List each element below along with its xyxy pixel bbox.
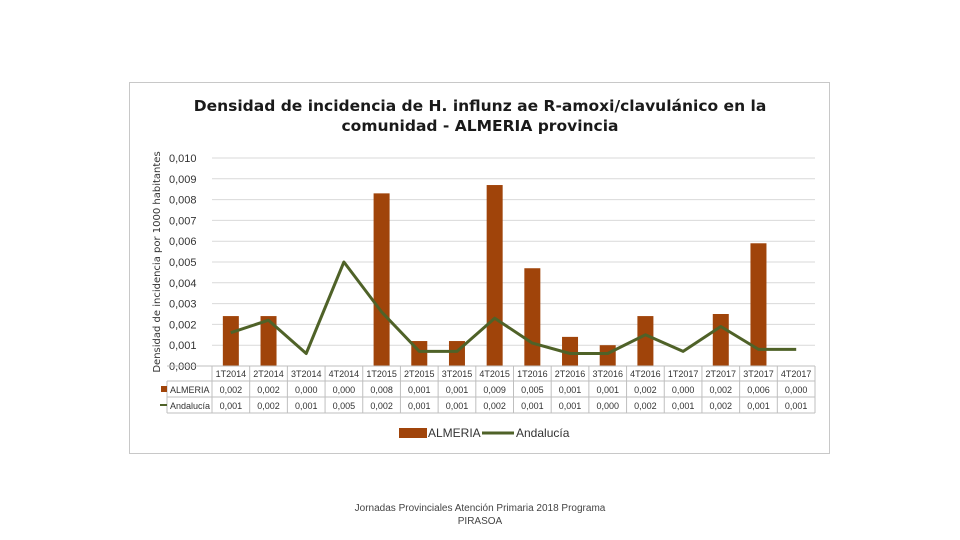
y-tick-label: 0,005 — [169, 257, 197, 269]
table-cell-almeria: 0,006 — [747, 385, 770, 395]
table-cell-andalucia: 0,001 — [220, 401, 243, 411]
x-tick-label: 2T2016 — [555, 369, 586, 379]
bar-almeria — [524, 268, 541, 366]
bar-almeria — [260, 316, 277, 366]
table-cell-almeria: 0,001 — [446, 385, 469, 395]
x-tick-label: 2T2014 — [253, 369, 284, 379]
x-tick-label: 3T2015 — [442, 369, 473, 379]
table-cell-andalucia: 0,000 — [596, 401, 619, 411]
table-legend-key-almeria — [161, 386, 167, 392]
chart-title-line-1: Densidad de incidencia de H. influnz ae … — [193, 97, 767, 115]
table-cell-andalucia: 0,002 — [370, 401, 393, 411]
y-tick-label: 0,006 — [169, 236, 197, 248]
chart-title: Densidad de incidencia de H. influnz ae … — [130, 96, 830, 136]
table-row-header-andalucia: Andalucía — [170, 401, 210, 411]
x-tick-label: 4T2015 — [479, 369, 510, 379]
line-andalucia — [230, 260, 797, 355]
table-cell-almeria: 0,001 — [408, 385, 431, 395]
table-cell-almeria: 0,001 — [559, 385, 582, 395]
y-tick-label: 0,007 — [169, 215, 197, 227]
legend-label-andalucia: Andalucía — [516, 426, 570, 440]
table-cell-andalucia: 0,002 — [483, 401, 506, 411]
table-cell-almeria: 0,000 — [785, 385, 808, 395]
table-cell-andalucia: 0,001 — [408, 401, 431, 411]
table-cell-andalucia: 0,001 — [559, 401, 582, 411]
table-cell-andalucia: 0,002 — [634, 401, 657, 411]
table-cell-almeria: 0,008 — [370, 385, 393, 395]
legend-swatch-almeria — [399, 428, 427, 438]
bar-almeria — [599, 345, 616, 366]
x-tick-label: 1T2014 — [216, 369, 247, 379]
x-tick-label: 1T2015 — [366, 369, 397, 379]
y-tick-label: 0,009 — [169, 174, 197, 186]
y-tick-label: 0,000 — [169, 361, 197, 373]
table-cell-almeria: 0,000 — [333, 385, 356, 395]
table-cell-andalucia: 0,002 — [257, 401, 280, 411]
bar-almeria — [712, 314, 729, 366]
table-cell-almeria: 0,002 — [257, 385, 280, 395]
y-tick-label: 0,001 — [169, 340, 197, 352]
table-cell-andalucia: 0,001 — [521, 401, 544, 411]
bar-almeria — [750, 243, 767, 366]
x-tick-label: 3T2017 — [743, 369, 774, 379]
bar-almeria — [562, 336, 579, 366]
y-axis-label: Densidad de incidencia por 1000 habitant… — [152, 151, 163, 372]
table-cell-almeria: 0,002 — [220, 385, 243, 395]
bar-almeria — [637, 316, 654, 366]
table-cell-andalucia: 0,001 — [785, 401, 808, 411]
bar-almeria — [373, 193, 390, 366]
x-tick-label: 2T2015 — [404, 369, 435, 379]
x-tick-label: 3T2014 — [291, 369, 322, 379]
x-tick-label: 3T2016 — [592, 369, 623, 379]
table-cell-almeria: 0,005 — [521, 385, 544, 395]
bar-almeria — [222, 316, 239, 366]
table-cell-almeria: 0,002 — [634, 385, 657, 395]
bar-almeria — [486, 185, 503, 366]
y-tick-label: 0,010 — [169, 153, 197, 165]
table-cell-almeria: 0,000 — [295, 385, 318, 395]
table-row-header-almeria: ALMERIA — [170, 385, 210, 395]
x-tick-label: 2T2017 — [706, 369, 737, 379]
chart-frame — [129, 82, 830, 454]
footer-caption: Jornadas Provinciales Atención Primaria … — [330, 502, 630, 528]
table-cell-almeria: 0,000 — [672, 385, 695, 395]
y-tick-label: 0,008 — [169, 195, 197, 207]
footer-line-1: Jornadas Provinciales Atención Primaria … — [354, 503, 606, 514]
chart-title-line-2: comunidad - ALMERIA provincia — [341, 117, 619, 135]
y-tick-label: 0,004 — [169, 278, 197, 290]
table-cell-andalucia: 0,002 — [710, 401, 733, 411]
table-cell-almeria: 0,001 — [596, 385, 619, 395]
table-cell-andalucia: 0,005 — [333, 401, 356, 411]
table-cell-andalucia: 0,001 — [295, 401, 318, 411]
x-tick-label: 4T2014 — [329, 369, 360, 379]
table-cell-andalucia: 0,001 — [672, 401, 695, 411]
y-tick-label: 0,003 — [169, 299, 197, 311]
footer-line-2: PIRASOA — [457, 516, 503, 527]
x-tick-label: 1T2017 — [668, 369, 699, 379]
table-cell-andalucia: 0,001 — [446, 401, 469, 411]
x-tick-label: 4T2016 — [630, 369, 661, 379]
y-tick-label: 0,002 — [169, 319, 197, 331]
table-cell-andalucia: 0,001 — [747, 401, 770, 411]
legend-label-almeria: ALMERIA — [428, 426, 481, 440]
table-cell-almeria: 0,002 — [710, 385, 733, 395]
table-cell-almeria: 0,009 — [483, 385, 506, 395]
x-tick-label: 4T2017 — [781, 369, 812, 379]
x-tick-label: 1T2016 — [517, 369, 548, 379]
